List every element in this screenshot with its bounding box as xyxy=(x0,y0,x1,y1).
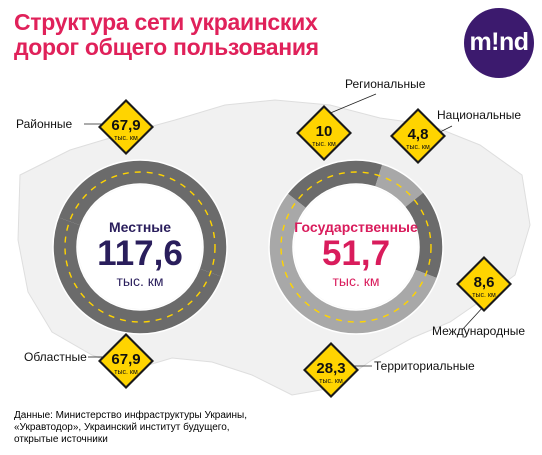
label-raionnye: Районные xyxy=(16,117,73,131)
sign-face xyxy=(459,259,509,309)
source-line-1: Данные: Министерство инфраструктуры Укра… xyxy=(14,410,247,421)
chart-title: Структура сети украинских дорог общего п… xyxy=(14,10,319,60)
local-center-value: 117,6 xyxy=(97,234,183,273)
sign-value: 4,8 xyxy=(408,126,429,143)
sign-face xyxy=(101,102,151,152)
sign-value: 67,9 xyxy=(111,351,140,368)
state-center-label: Государственные 51,7 тыс. км xyxy=(291,219,421,289)
sign-unit: тыс. км xyxy=(319,378,343,385)
label-natsionalnye: Национальные xyxy=(437,108,522,122)
sign-unit: тыс. км xyxy=(114,369,138,376)
leader-line xyxy=(461,305,485,331)
sign-value: 8,6 xyxy=(474,274,495,291)
source-line-3: открытые источники xyxy=(14,434,108,445)
label-mezhdunarodnye: Международные xyxy=(432,324,526,338)
source-note: Данные: Министерство инфраструктуры Укра… xyxy=(14,410,294,446)
sign-face xyxy=(306,345,356,395)
sign-unit: тыс. км xyxy=(312,141,336,148)
ring-center xyxy=(78,185,202,309)
label-leaders xyxy=(84,93,485,367)
title-line-2: дорог общего пользования xyxy=(14,34,319,60)
local-center-name: Местные xyxy=(108,219,172,235)
state-center-unit: тыс. км xyxy=(332,273,380,289)
ring-center xyxy=(294,185,418,309)
state-center-value: 51,7 xyxy=(321,234,391,273)
ring-slice-0 xyxy=(58,159,228,277)
sign-face xyxy=(101,336,151,386)
sign-face xyxy=(393,111,443,161)
ring-slice-1 xyxy=(53,217,222,334)
sign-value: 67,9 xyxy=(111,117,140,134)
local-center-unit: тыс. км xyxy=(116,273,164,289)
leader-line xyxy=(327,93,377,115)
ring-lane-marking xyxy=(64,171,216,323)
ring-edge-inner xyxy=(292,183,420,311)
ring-edge-outer xyxy=(52,159,228,335)
local-center-label: Местные 117,6 тыс. км xyxy=(95,219,185,289)
ring-slice-0 xyxy=(287,159,383,209)
sign-face xyxy=(299,108,349,158)
ring-lane-marking xyxy=(280,171,432,323)
local-roads-ring xyxy=(52,159,228,335)
state-center-name: Государственные xyxy=(294,219,418,235)
sign-unit: тыс. км xyxy=(406,144,430,151)
mind-logo: m!nd xyxy=(464,8,534,78)
source-line-2: «Укравтодор», Украинский институт будуще… xyxy=(14,422,230,433)
ring-slice-3 xyxy=(268,193,438,334)
label-oblastnye: Областные xyxy=(24,350,87,364)
sign-unit: тыс. км xyxy=(114,135,138,142)
sign-value: 28,3 xyxy=(316,360,345,377)
label-territorialnye: Территориальные xyxy=(374,359,475,373)
sign-unit: тыс. км xyxy=(472,292,496,299)
ring-edge-inner xyxy=(76,183,204,311)
sign-value: 10 xyxy=(316,123,333,140)
label-regionalnye: Региональные xyxy=(345,77,426,91)
title-line-1: Структура сети украинских xyxy=(14,9,318,35)
ring-edge-outer xyxy=(268,159,444,335)
ring-slice-2 xyxy=(404,192,443,279)
state-roads-ring xyxy=(268,159,444,335)
